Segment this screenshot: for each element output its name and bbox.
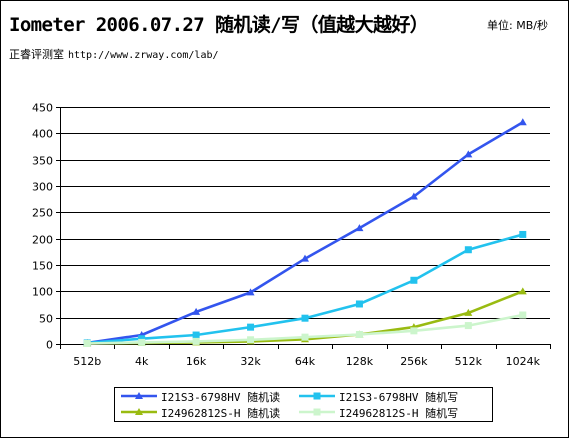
data-point [464, 150, 473, 158]
data-point [192, 331, 200, 339]
legend-swatch [121, 392, 157, 399]
legend-marker [135, 392, 143, 399]
axes [56, 107, 551, 349]
data-point [301, 333, 309, 341]
legend-marker [313, 408, 321, 416]
data-point [355, 300, 363, 308]
data-point [464, 246, 472, 254]
data-point [410, 327, 418, 335]
x-tick-label: 512k [455, 355, 483, 368]
data-point [246, 288, 255, 296]
legend-swatch [299, 392, 335, 400]
source-line: 正睿评测室 http://www.zrway.com/lab/ [9, 46, 219, 62]
source-label: 正睿评测室 [9, 48, 64, 61]
legend-label: I24962812S-H 随机写 [339, 407, 459, 420]
y-tick-label: 300 [32, 181, 53, 194]
legend-marker [313, 392, 321, 400]
data-point [138, 335, 146, 343]
x-tick-label: 512b [73, 355, 101, 368]
legend: I21S3-6798HV 随机读 I21S3-6798HV 随机写 I24962… [114, 387, 493, 422]
data-point [192, 307, 201, 315]
data-point [247, 336, 255, 344]
data-point [301, 314, 309, 322]
data-point [409, 192, 418, 200]
data-point [519, 311, 527, 319]
y-tick-label: 50 [39, 313, 53, 326]
series-line-1 [87, 121, 524, 345]
y-tick-label: 350 [32, 155, 53, 168]
x-tick-label: 128k [346, 355, 374, 368]
x-tick-label: 1024k [506, 355, 541, 368]
source-url: http://www.zrway.com/lab/ [68, 50, 219, 61]
y-tick-label: 450 [32, 102, 53, 115]
series-lines [83, 118, 527, 347]
y-tick-label: 400 [32, 128, 53, 141]
data-point [355, 224, 364, 232]
legend-label: I21S3-6798HV 随机写 [339, 391, 459, 404]
data-point [518, 287, 527, 295]
legend-label: I24962812S-H 随机读 [161, 407, 281, 420]
tick-labels: 0 50 100 150 200 250 300 350 400 450 512b 4k 16k 32k 6… [32, 102, 541, 369]
data-point [192, 337, 200, 345]
y-tick-label: 250 [32, 207, 53, 220]
legend-label: I21S3-6798HV 随机读 [161, 391, 281, 404]
y-tick-label: 150 [32, 260, 53, 273]
unit-label: 单位: MB/秒 [487, 19, 548, 32]
data-point [519, 230, 527, 238]
grid-lines [60, 107, 550, 319]
x-tick-label: 4k [135, 355, 149, 368]
data-point [464, 322, 472, 330]
x-tick-label: 256k [400, 355, 428, 368]
y-tick-label: 200 [32, 234, 53, 247]
data-point [355, 331, 363, 339]
x-tick-label: 32k [240, 355, 261, 368]
data-point [410, 276, 418, 284]
data-point [138, 338, 146, 346]
data-point [301, 254, 309, 262]
data-point [83, 339, 91, 347]
legend-swatch [299, 408, 335, 416]
y-tick-label: 100 [32, 286, 53, 299]
x-tick-label: 64k [295, 355, 316, 368]
chart-title: Iometer 2006.07.27 随机读/写（值越大越好） [9, 14, 429, 36]
legend-marker [135, 408, 143, 415]
x-tick-label: 16k [186, 355, 207, 368]
data-point [464, 308, 473, 316]
legend-swatch [121, 408, 157, 415]
y-tick-label: 0 [46, 339, 53, 352]
data-point [247, 323, 255, 331]
data-point [518, 118, 527, 126]
